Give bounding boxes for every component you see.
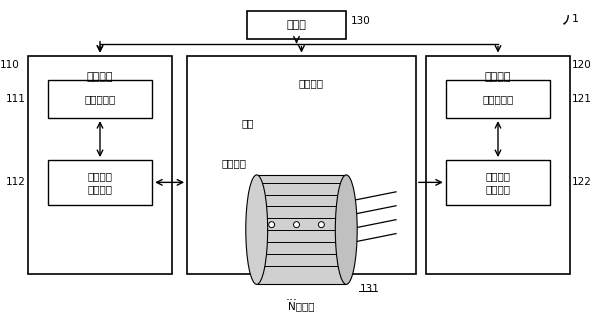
Text: 第二处理器: 第二处理器: [483, 94, 513, 104]
Text: 第一信号
处理模块: 第一信号 处理模块: [87, 171, 112, 194]
Bar: [426, 56, 570, 274]
Bar: [247, 11, 346, 39]
Text: 第二端口: 第二端口: [485, 73, 511, 82]
Text: 131: 131: [360, 284, 380, 294]
Circle shape: [293, 222, 299, 228]
Text: 122: 122: [572, 177, 592, 187]
Bar: [446, 80, 550, 118]
Text: 130: 130: [351, 16, 371, 26]
Text: 转子导线: 转子导线: [222, 158, 247, 168]
Text: N个环道: N个环道: [288, 301, 315, 311]
Text: 定子导线: 定子导线: [299, 78, 324, 88]
Bar: [48, 160, 152, 205]
Bar: [256, 175, 346, 284]
Bar: [28, 56, 172, 274]
Text: 第一处理器: 第一处理器: [84, 94, 115, 104]
FancyArrowPatch shape: [564, 15, 568, 24]
Text: 120: 120: [572, 61, 592, 70]
Text: 第一端口: 第一端口: [87, 73, 113, 82]
Text: 第二信号
处理模块: 第二信号 处理模块: [486, 171, 511, 194]
Text: 110: 110: [0, 61, 20, 70]
Bar: [446, 160, 550, 205]
Ellipse shape: [336, 175, 357, 284]
Text: 121: 121: [572, 94, 592, 104]
Text: 控制器: 控制器: [287, 20, 306, 30]
Circle shape: [318, 222, 324, 228]
Text: 111: 111: [6, 94, 26, 104]
Text: ...: ...: [286, 290, 298, 303]
Text: 112: 112: [6, 177, 26, 187]
Bar: [187, 56, 416, 274]
Text: 刷丝: 刷丝: [242, 118, 254, 128]
Circle shape: [269, 222, 275, 228]
Bar: [48, 80, 152, 118]
Text: 1: 1: [572, 14, 578, 24]
Ellipse shape: [246, 175, 268, 284]
